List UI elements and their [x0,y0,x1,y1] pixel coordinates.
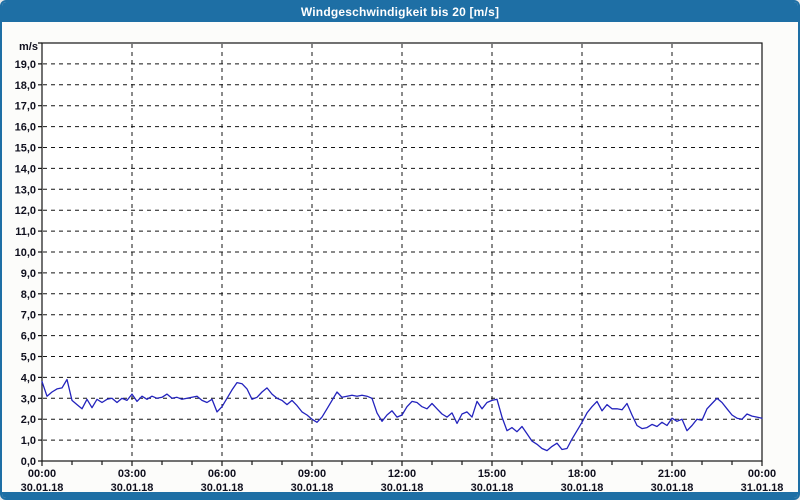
y-tick-label: 6,0 [21,331,36,343]
axis-ticks [38,42,763,466]
x-tick-date-label: 31.01.18 [741,482,784,492]
y-tick-label: 5,0 [21,352,36,364]
wind-speed-chart: m/s 0,0 1,0 2,0 3,0 4,0 5,0 6,0 7,0 8,0 9,0 10,0 11,… [15,41,784,492]
y-tick-label: 14,0 [15,163,36,175]
y-tick-label: 15,0 [15,143,36,155]
x-tick-time-label: 21:00 [658,468,686,480]
x-tick-time-label: 12:00 [388,468,416,480]
y-tick-label: 18,0 [15,80,36,92]
wind-speed-series-line [41,378,763,452]
x-tick-date-label: 30.01.18 [381,482,424,492]
y-tick-label: 10,0 [15,247,36,259]
x-tick-time-label: 06:00 [208,468,236,480]
x-tick-date-label: 30.01.18 [561,482,604,492]
y-tick-label: 13,0 [15,184,36,196]
window-title: Windgeschwindigkeit bis 20 [m/s] [300,5,500,19]
window-title-bar: Windgeschwindigkeit bis 20 [m/s] [2,2,798,22]
y-axis-unit-label: m/s [19,41,38,53]
gridlines [43,44,761,460]
x-tick-time-label: 09:00 [298,468,326,480]
bottom-bar [2,492,798,498]
y-tick-label: 7,0 [21,310,36,322]
x-tick-time-label: 00:00 [748,468,776,480]
x-tick-date-label: 30.01.18 [201,482,244,492]
y-tick-label: 19,0 [15,59,36,71]
x-tick-date-label: 30.01.18 [111,482,154,492]
x-tick-date-label: 30.01.18 [21,482,64,492]
axis-labels: m/s 0,0 1,0 2,0 3,0 4,0 5,0 6,0 7,0 8,0 9,0 10,0 11,… [15,41,784,492]
y-tick-label: 1,0 [21,435,36,447]
x-tick-date-label: 30.01.18 [651,482,694,492]
x-tick-time-label: 03:00 [118,468,146,480]
x-tick-time-label: 00:00 [28,468,56,480]
x-tick-date-label: 30.01.18 [291,482,334,492]
y-tick-label: 9,0 [21,268,36,280]
y-tick-label: 0,0 [21,456,36,468]
x-tick-time-label: 18:00 [568,468,596,480]
y-tick-label: 3,0 [21,393,36,405]
y-tick-label: 4,0 [21,372,36,384]
y-tick-label: 16,0 [15,122,36,134]
x-tick-time-label: 15:00 [478,468,506,480]
x-tick-date-label: 30.01.18 [471,482,514,492]
y-tick-label: 8,0 [21,289,36,301]
y-tick-label: 2,0 [21,414,36,426]
y-tick-label: 11,0 [15,226,36,238]
y-tick-label: 17,0 [15,101,36,113]
chart-area: m/s 0,0 1,0 2,0 3,0 4,0 5,0 6,0 7,0 8,0 9,0 10,0 11,… [2,22,798,492]
y-tick-label: 12,0 [15,205,36,217]
